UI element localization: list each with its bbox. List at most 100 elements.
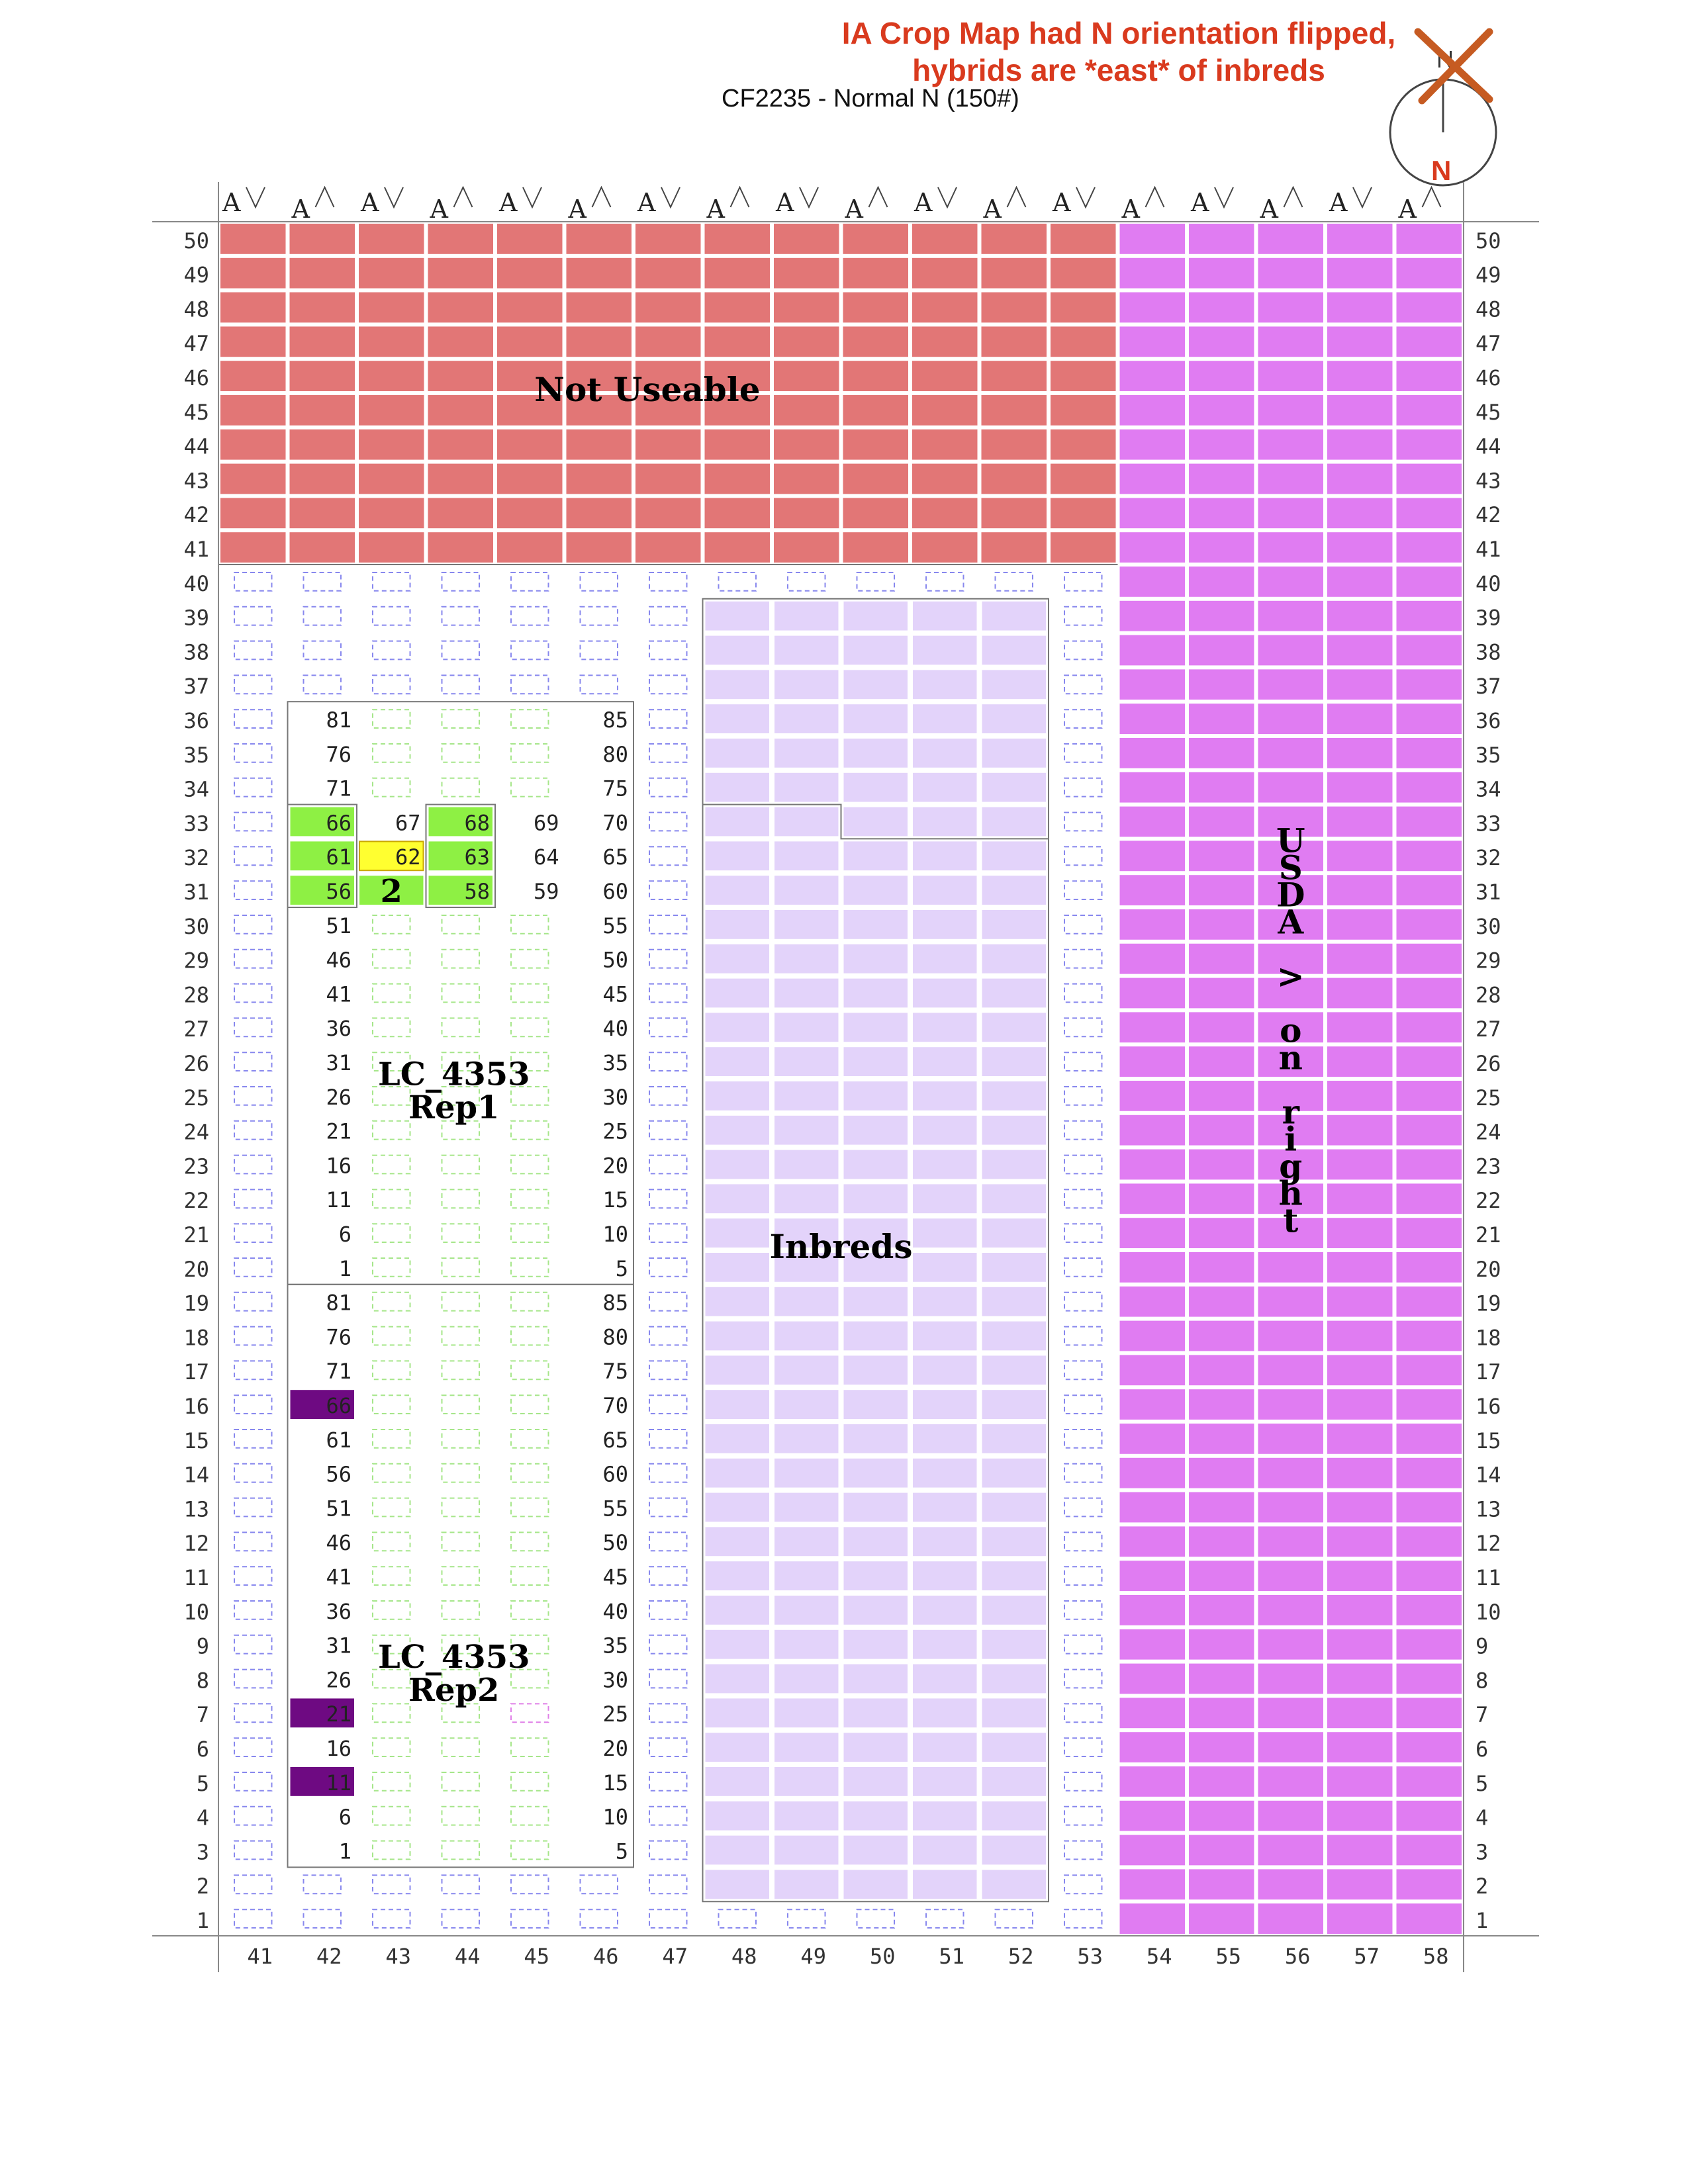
usda-plot	[1396, 1046, 1462, 1077]
not-useable-plot	[497, 224, 563, 254]
inbred-plot	[843, 1664, 908, 1694]
not-useable-plot	[566, 532, 632, 563]
not-useable-plot	[289, 326, 355, 357]
not-useable-plot	[843, 498, 908, 529]
usda-plot	[1258, 429, 1323, 460]
inbred-plot	[913, 1492, 977, 1522]
hybrid-empty-plot	[441, 1429, 480, 1449]
usda-plot	[1119, 395, 1185, 426]
empty-plot	[649, 1634, 688, 1655]
inbred-plot	[774, 1424, 839, 1453]
inbred-plot	[774, 739, 839, 768]
inbred-plot	[705, 1115, 769, 1145]
not-useable-plot	[220, 257, 286, 289]
plot-number: 58	[464, 879, 490, 904]
empty-plot	[1064, 640, 1103, 660]
usda-plot	[1396, 532, 1462, 563]
inbred-plot	[705, 876, 769, 905]
block-outline	[287, 1283, 634, 1868]
inbred-plot	[774, 1767, 839, 1796]
row-number-right: 30	[1476, 914, 1501, 939]
usda-plot	[1396, 1766, 1462, 1797]
inbred-plot	[913, 1115, 977, 1145]
hybrid-empty-plot	[510, 1291, 549, 1312]
direction-up-icon	[1006, 185, 1027, 208]
empty-plot	[303, 674, 342, 695]
hybrid-empty-plot	[510, 1497, 549, 1518]
row-number-left: 28	[183, 982, 209, 1007]
column-number: 45	[524, 1944, 549, 1969]
inbred-plot	[774, 1527, 839, 1557]
not-useable-plot	[981, 224, 1047, 254]
hybrid-empty-plot	[372, 777, 411, 797]
usda-plot	[1119, 292, 1185, 323]
hybrid-empty-plot	[441, 1223, 480, 1243]
not-useable-plot	[220, 429, 286, 460]
row-number-right: 40	[1476, 571, 1501, 596]
plot-number: 70	[602, 810, 628, 835]
empty-plot	[1064, 1566, 1103, 1586]
column-number: 41	[247, 1944, 273, 1969]
usda-plot	[1189, 1457, 1254, 1488]
hybrid-empty-plot	[441, 743, 480, 763]
plot-number: 5	[616, 1256, 628, 1281]
usda-plot	[1119, 1492, 1185, 1523]
inbred-plot	[705, 1733, 769, 1762]
inbred-plot	[705, 1527, 769, 1557]
usda-plot	[1258, 1663, 1323, 1694]
usda-plot	[1258, 943, 1323, 974]
usda-plot	[1396, 909, 1462, 940]
usda-plot	[1327, 1698, 1393, 1729]
usda-plot	[1258, 224, 1323, 254]
usda-plot	[1189, 1252, 1254, 1283]
empty-plot	[649, 1805, 688, 1826]
column-marker: A	[222, 188, 241, 217]
usda-plot	[1396, 1218, 1462, 1248]
row-number-right: 44	[1476, 434, 1501, 459]
inbred-plot	[774, 1870, 839, 1899]
inbred-plot	[705, 1870, 769, 1899]
not-useable-plot	[428, 532, 493, 563]
usda-plot	[1396, 1800, 1462, 1831]
plot-number: 64	[534, 844, 559, 870]
usda-plot	[1396, 1012, 1462, 1043]
empty-plot	[234, 1531, 273, 1552]
usda-plot	[1119, 1046, 1185, 1077]
not-useable-plot	[635, 498, 701, 529]
row-number-left: 47	[183, 331, 209, 356]
hybrid-empty-plot	[441, 1737, 480, 1757]
direction-up-icon	[314, 185, 335, 208]
not-useable-plot	[359, 498, 424, 529]
not-useable-plot	[912, 395, 978, 426]
column-number: 53	[1077, 1944, 1103, 1969]
not-useable-plot	[220, 463, 286, 494]
usda-plot	[1327, 669, 1393, 700]
usda-plot	[1396, 1252, 1462, 1283]
usda-plot	[1327, 1424, 1393, 1454]
empty-plot	[649, 880, 688, 900]
not-useable-plot	[1051, 498, 1116, 529]
usda-plot	[1258, 600, 1323, 631]
row-number-left: 1	[197, 1908, 209, 1933]
plot-number: 1	[339, 1839, 352, 1864]
usda-plot	[1258, 1081, 1323, 1111]
usda-plot	[1396, 600, 1462, 631]
usda-plot	[1119, 875, 1185, 905]
inbred-plot	[705, 1801, 769, 1831]
usda-plot	[1327, 600, 1393, 631]
inbred-plot	[913, 1733, 977, 1762]
not-useable-plot	[843, 429, 908, 460]
usda-plot	[1396, 463, 1462, 494]
not-useable-plot	[843, 257, 908, 289]
empty-plot	[718, 1909, 757, 1929]
usda-plot	[1327, 1286, 1393, 1317]
empty-plot	[1064, 1772, 1103, 1792]
empty-plot	[1064, 1463, 1103, 1483]
inbred-plot	[982, 1698, 1046, 1728]
plot-number: 56	[326, 1462, 352, 1487]
column-marker: A	[1329, 188, 1348, 217]
inbred-plot	[982, 704, 1046, 733]
not-useable-plot	[566, 292, 632, 323]
usda-plot	[1327, 875, 1393, 905]
empty-plot	[1064, 811, 1103, 832]
